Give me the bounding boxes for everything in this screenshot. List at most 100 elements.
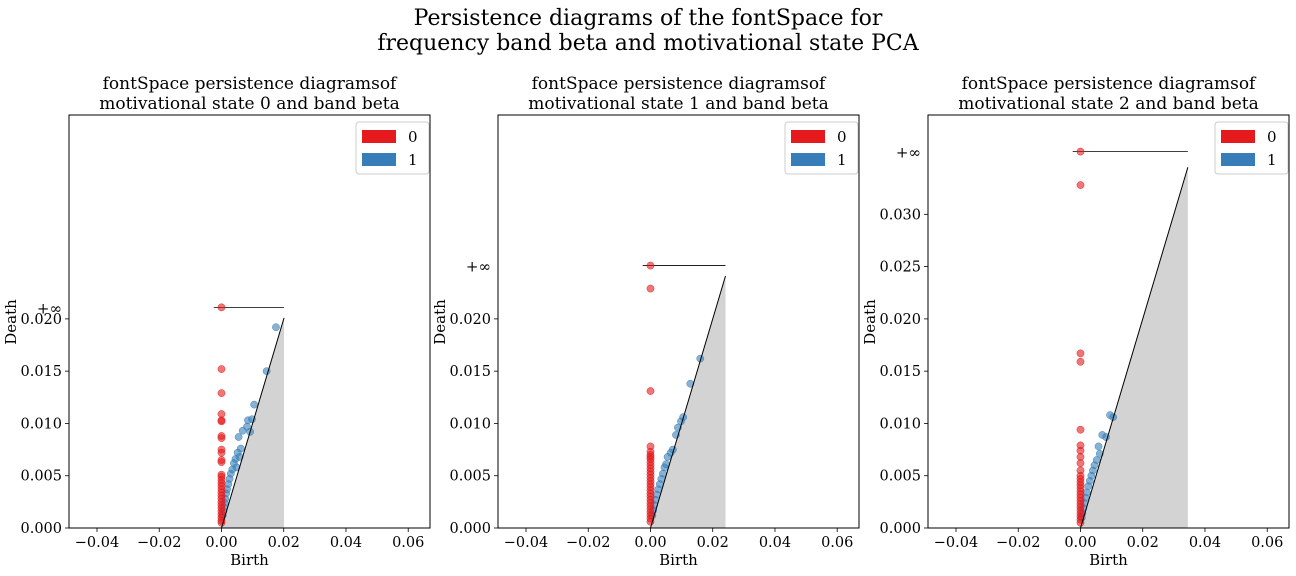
x-tick-label: 0.04 <box>759 535 791 551</box>
legend-label-h1: 1 <box>837 151 847 169</box>
y-tick-label: 0.015 <box>449 364 491 380</box>
legend-swatch-h1 <box>791 153 825 166</box>
legend: 01 <box>784 121 859 175</box>
h0-point <box>217 303 226 312</box>
y-axis-label: Death <box>2 299 20 345</box>
h0-point <box>217 417 226 426</box>
y-tick-label: 0.010 <box>879 416 921 432</box>
panel-title-line-2: motivational state 0 and band beta <box>99 94 400 114</box>
legend-label-h1: 1 <box>1267 151 1277 169</box>
y-axis-label: Death <box>861 299 879 345</box>
y-tick-label: 0.025 <box>879 260 921 276</box>
x-tick-label: −0.04 <box>504 535 548 551</box>
legend-label-h0: 0 <box>1267 128 1277 146</box>
x-tick-label: 0.00 <box>634 535 666 551</box>
y-tick-label: 0.010 <box>20 416 62 432</box>
y-tick-label: 0.020 <box>20 312 62 328</box>
legend-swatch-h0 <box>1221 130 1255 143</box>
h0-point <box>1076 147 1085 156</box>
x-tick-label: 0.04 <box>330 535 362 551</box>
axes-frame <box>497 114 860 529</box>
x-tick-label: −0.04 <box>934 535 978 551</box>
x-axis-label: Birth <box>1089 551 1128 569</box>
panel-title-line-1: fontSpace persistence diagramsof <box>103 74 398 94</box>
infinity-tick-label: +∞ <box>896 144 921 162</box>
legend-swatch-h0 <box>362 130 396 143</box>
legend: 01 <box>355 121 430 175</box>
h0-point <box>217 448 226 457</box>
y-tick-label: 0.005 <box>879 469 921 485</box>
y-tick-label: 0.000 <box>449 521 491 537</box>
x-tick-label: −0.02 <box>566 535 610 551</box>
h0-point <box>217 434 226 442</box>
x-tick-label: 0.02 <box>1127 535 1159 551</box>
x-tick-label: 0.06 <box>821 535 853 551</box>
panel-title-line-2: motivational state 1 and band beta <box>528 94 829 114</box>
legend: 01 <box>1214 121 1289 175</box>
h0-point <box>646 387 655 395</box>
legend-label-h0: 0 <box>837 128 847 146</box>
legend-label-h0: 0 <box>408 128 418 146</box>
suptitle-line-1: Persistence diagrams of the fontSpace fo… <box>413 6 883 31</box>
y-tick-label: 0.020 <box>879 312 921 328</box>
x-tick-label: 0.00 <box>205 535 237 551</box>
h0-point <box>646 284 655 293</box>
h1-point <box>663 453 672 461</box>
y-tick-label: 0.005 <box>20 469 62 485</box>
y-tick-label: 0.015 <box>20 364 62 380</box>
x-axis-label: Birth <box>659 551 698 569</box>
legend-swatch-h1 <box>1221 153 1255 166</box>
persistence-panel-2: fontSpace persistence diagramsofmotivati… <box>861 74 1290 569</box>
diagonal-line <box>1080 167 1189 529</box>
legend-box <box>784 121 859 175</box>
legend-swatch-h1 <box>362 153 396 166</box>
x-tick-label: −0.04 <box>75 535 119 551</box>
y-axis-label: Death <box>431 299 449 345</box>
diagonal-line <box>650 275 726 529</box>
panel-title-line-2: motivational state 2 and band beta <box>958 94 1259 114</box>
persistence-panel-0: fontSpace persistence diagramsofmotivati… <box>2 74 431 569</box>
x-tick-label: −0.02 <box>137 535 181 551</box>
h1-point <box>1094 442 1103 451</box>
y-tick-label: 0.000 <box>20 521 62 537</box>
x-tick-label: 0.04 <box>1189 535 1221 551</box>
h1-point <box>660 463 669 472</box>
legend-swatch-h0 <box>791 130 825 143</box>
h0-point <box>1076 349 1085 358</box>
h1-point <box>250 400 259 409</box>
panel-title-line-1: fontSpace persistence diagramsof <box>962 74 1257 94</box>
suptitle-line-2: frequency band beta and motivational sta… <box>377 31 919 56</box>
y-tick-label: 0.000 <box>879 521 921 537</box>
h1-point <box>1084 482 1093 491</box>
legend-box <box>355 121 430 175</box>
legend-label-h1: 1 <box>408 151 418 169</box>
x-tick-label: 0.06 <box>392 535 424 551</box>
legend-box <box>1214 121 1289 175</box>
y-tick-label: 0.030 <box>879 207 921 223</box>
panel-title-line-1: fontSpace persistence diagramsof <box>532 74 827 94</box>
h1-point <box>234 433 243 441</box>
h0-point <box>217 458 226 466</box>
y-tick-label: 0.015 <box>879 364 921 380</box>
h0-point <box>217 365 226 373</box>
h0-point <box>217 389 226 397</box>
x-tick-label: 0.00 <box>1064 535 1096 551</box>
y-tick-label: 0.005 <box>449 469 491 485</box>
persistence-panel-1: fontSpace persistence diagramsofmotivati… <box>431 74 860 569</box>
axes-frame <box>68 114 431 529</box>
axes-frame <box>927 114 1290 529</box>
h1-point <box>272 323 280 332</box>
h0-point <box>1076 357 1085 366</box>
h0-point <box>646 261 655 270</box>
h0-point <box>1076 459 1085 468</box>
h0-point <box>1076 181 1085 189</box>
infinity-tick-label: +∞ <box>37 299 62 317</box>
figure-suptitle: Persistence diagrams of the fontSpace fo… <box>0 6 1296 56</box>
y-tick-label: 0.020 <box>449 312 491 328</box>
diagonal-line <box>221 317 285 529</box>
x-tick-label: 0.02 <box>268 535 300 551</box>
x-tick-label: −0.02 <box>996 535 1040 551</box>
y-tick-label: 0.010 <box>449 416 491 432</box>
x-tick-label: 0.02 <box>697 535 729 551</box>
